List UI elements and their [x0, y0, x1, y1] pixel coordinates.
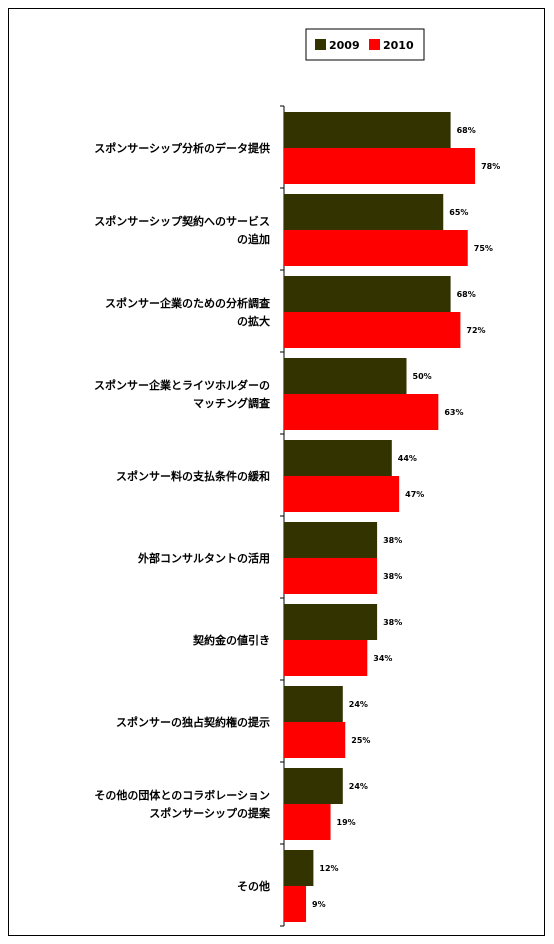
bar-2010-5	[284, 558, 378, 594]
bar-2010-3	[284, 394, 439, 430]
bar-2010-7	[284, 722, 346, 758]
bar-2010-9	[284, 886, 307, 922]
category-label-8-line0: その他の団体とのコラボレーション	[94, 788, 270, 802]
data-label-2009-9: 12%	[319, 864, 338, 873]
bar-2010-4	[284, 476, 400, 512]
category-label-1-line1: の追加	[237, 232, 270, 246]
bar-2010-2	[284, 312, 461, 348]
category-label-4: スポンサー料の支払条件の緩和	[116, 469, 270, 483]
data-label-2009-3: 50%	[413, 372, 432, 381]
bar-2010-1	[284, 230, 468, 266]
data-label-2010-7: 25%	[351, 736, 370, 745]
category-label-1-line0: スポンサーシップ契約へのサービス	[94, 214, 270, 228]
bar-2009-9	[284, 850, 314, 886]
data-label-2010-8: 19%	[337, 818, 356, 827]
data-label-2009-6: 38%	[383, 618, 402, 627]
category-label-0: スポンサーシップ分析のデータ提供	[94, 141, 270, 155]
bar-2009-3	[284, 358, 407, 394]
data-label-2010-0: 78%	[481, 162, 500, 171]
category-label-8-line1: スポンサーシップの提案	[149, 806, 271, 820]
category-label-6: 契約金の値引き	[192, 633, 270, 647]
data-label-2009-7: 24%	[349, 700, 368, 709]
chart-frame	[8, 8, 545, 936]
legend-swatch-2009	[315, 39, 326, 50]
category-label-2-line0: スポンサー企業のための分析調査	[105, 296, 270, 310]
legend-label-2010: 2010	[383, 39, 414, 52]
legend-swatch-2010	[369, 39, 380, 50]
data-label-2010-3: 63%	[444, 408, 463, 417]
bar-2010-6	[284, 640, 368, 676]
data-label-2009-2: 68%	[457, 290, 476, 299]
data-label-2010-1: 75%	[474, 244, 493, 253]
category-label-5: 外部コンサルタントの活用	[137, 551, 270, 565]
data-label-2009-8: 24%	[349, 782, 368, 791]
data-label-2010-5: 38%	[383, 572, 402, 581]
bar-2009-7	[284, 686, 343, 722]
bar-2009-8	[284, 768, 343, 804]
bar-2009-0	[284, 112, 451, 148]
data-label-2010-9: 9%	[312, 900, 326, 909]
bar-2009-4	[284, 440, 392, 476]
category-label-9: その他	[237, 879, 270, 893]
bar-2009-6	[284, 604, 378, 640]
bar-2010-8	[284, 804, 331, 840]
data-label-2009-0: 68%	[457, 126, 476, 135]
category-label-3-line1: マッチング調査	[193, 396, 270, 410]
data-label-2010-4: 47%	[405, 490, 424, 499]
data-label-2009-4: 44%	[398, 454, 417, 463]
bar-2009-1	[284, 194, 444, 230]
data-label-2010-2: 72%	[466, 326, 485, 335]
data-label-2010-6: 34%	[373, 654, 392, 663]
bar-2010-0	[284, 148, 476, 184]
legend-label-2009: 2009	[329, 39, 360, 52]
category-label-2-line1: の拡大	[237, 314, 270, 328]
data-label-2009-1: 65%	[449, 208, 468, 217]
category-label-7: スポンサーの独占契約権の提示	[116, 715, 270, 729]
category-label-3-line0: スポンサー企業とライツホルダーの	[94, 378, 270, 392]
bar-2009-5	[284, 522, 378, 558]
bar-2009-2	[284, 276, 451, 312]
data-label-2009-5: 38%	[383, 536, 402, 545]
